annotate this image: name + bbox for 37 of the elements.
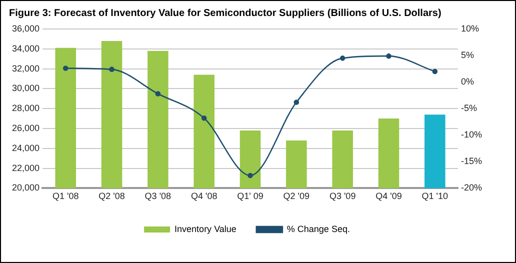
y2-tick-label: 0% [460,76,474,87]
legend-label: % Change Seq. [286,224,350,234]
chart-title: Figure 3: Forecast of Inventory Value for Semiconductor Suppliers (Billions of U.S. Dollars) [9,8,442,19]
x-tick-label: Q1 '10 [422,191,448,202]
y2-tick-label: 10% [460,23,480,34]
x-tick-label: Q2 '09 [283,191,310,202]
point [340,56,346,61]
y2-tick-label: -5% [460,103,478,114]
y2-tick-label: 5% [460,50,474,60]
point [386,53,392,59]
legend-label: Inventory Value [174,224,236,234]
y-tick-label: 34,000 [12,43,40,54]
y-tick-label: 24,000 [12,142,40,153]
x-tick-label: Q3 '08 [144,191,172,202]
y-tick-label: 26,000 [12,122,40,133]
point [155,91,161,96]
y-tick-label: 22,000 [12,162,40,173]
y-tick-label: 20,000 [12,182,40,193]
x-tick-label: Q2 '08 [98,191,125,202]
point [62,66,68,71]
y-tick-label: 30,000 [12,83,40,94]
point [294,100,300,105]
y-tick-label: 32,000 [12,63,40,74]
point [248,172,253,178]
point [201,116,207,121]
x-tick-label: Q4 '08 [190,191,218,202]
point [432,68,438,74]
x-tick-label: Q1 '08 [52,191,79,202]
y2-tick-label: -15% [460,156,482,166]
y2-tick-label: -10% [460,130,482,140]
point [109,66,114,72]
x-tick-label: Q1' 09 [237,191,264,202]
x-tick-label: Q3 '09 [329,191,356,202]
y-tick-label: 36,000 [12,23,40,34]
y2-tick-label: -20% [460,182,482,193]
x-tick-label: Q4 '09 [376,191,402,202]
y-tick-label: 28,000 [12,103,40,114]
